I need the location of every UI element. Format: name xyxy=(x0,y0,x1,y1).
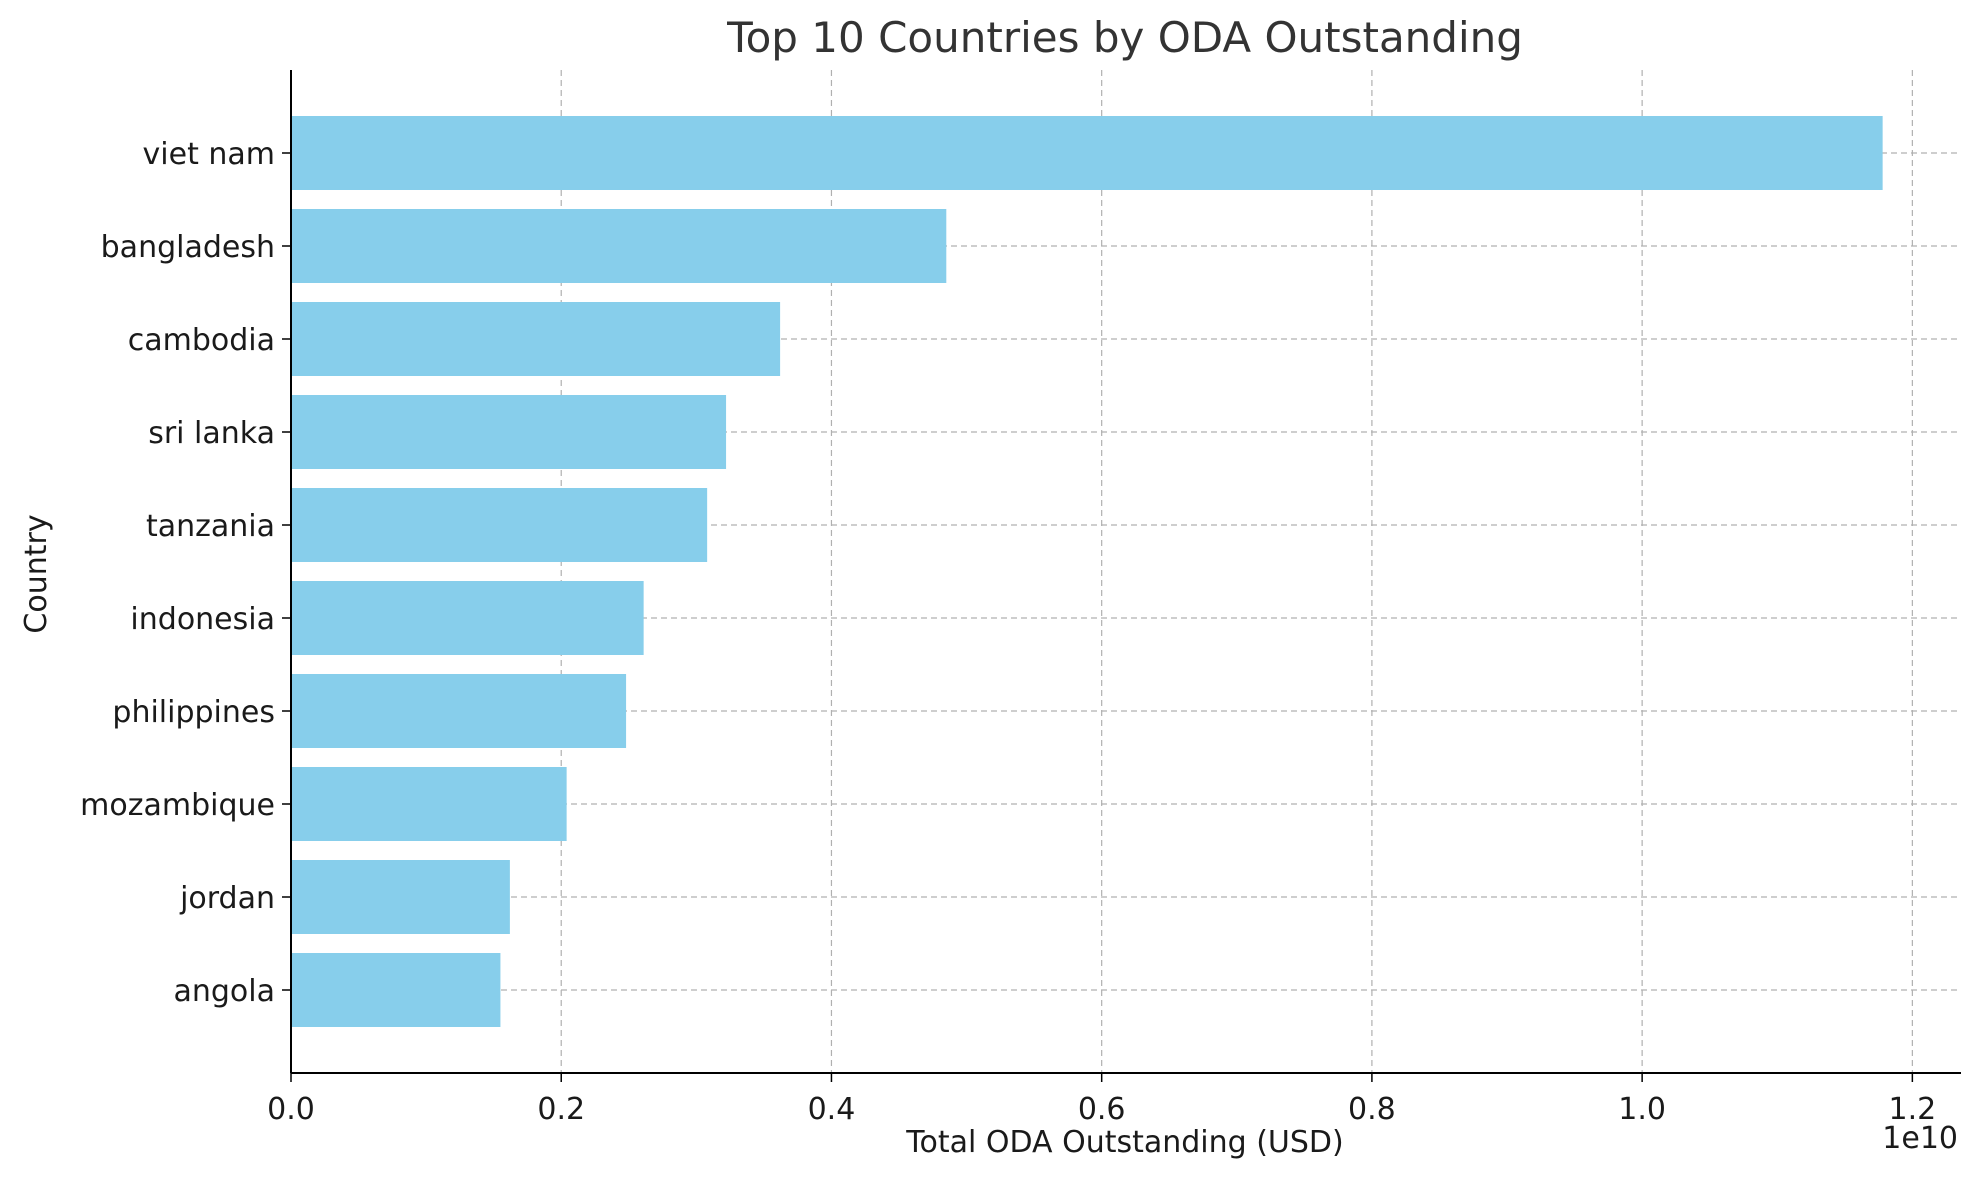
y-tick-label: indonesia xyxy=(130,602,275,637)
y-tick-label: sri lanka xyxy=(148,416,275,451)
y-tick-label: viet nam xyxy=(143,137,275,172)
x-tick-label: 0.4 xyxy=(808,1092,856,1127)
y-tick-label: cambodia xyxy=(128,323,275,358)
y-tick-label: mozambique xyxy=(80,788,275,823)
y-tick-label: bangladesh xyxy=(101,230,275,265)
bar xyxy=(291,116,1883,190)
x-axis-offset-label: 1e10 xyxy=(1882,1121,1958,1156)
bar xyxy=(291,674,627,748)
bar xyxy=(291,302,781,376)
bar xyxy=(291,395,727,469)
y-tick-label: philippines xyxy=(112,695,275,730)
x-axis-label: Total ODA Outstanding (USD) xyxy=(905,1125,1344,1160)
x-tick-label: 0.6 xyxy=(1078,1092,1126,1127)
bar xyxy=(291,488,708,562)
bar xyxy=(291,209,947,283)
x-tick-label: 0.8 xyxy=(1348,1092,1396,1127)
axes xyxy=(290,70,1961,1074)
x-tick-label: 0.0 xyxy=(267,1092,315,1127)
y-tick-label: angola xyxy=(173,974,275,1009)
y-tick-label: jordan xyxy=(179,881,275,916)
bars xyxy=(291,116,1883,1027)
y-tick-label: tanzania xyxy=(146,509,275,544)
x-tick-label: 1.2 xyxy=(1888,1092,1936,1127)
x-axis-ticks: 0.0 0.2 0.4 0.6 0.8 1.0 1.2 xyxy=(267,1073,1936,1127)
y-axis-ticks: viet nam bangladesh cambodia sri lanka tanza… xyxy=(80,137,291,1009)
bar xyxy=(291,860,510,934)
bar xyxy=(291,767,567,841)
y-axis-label: Country xyxy=(19,514,54,633)
bar xyxy=(291,581,644,655)
bar xyxy=(291,953,501,1027)
chart-title: Top 10 Countries by ODA Outstanding xyxy=(726,13,1523,62)
x-tick-label: 0.2 xyxy=(537,1092,585,1127)
x-tick-label: 1.0 xyxy=(1618,1092,1666,1127)
